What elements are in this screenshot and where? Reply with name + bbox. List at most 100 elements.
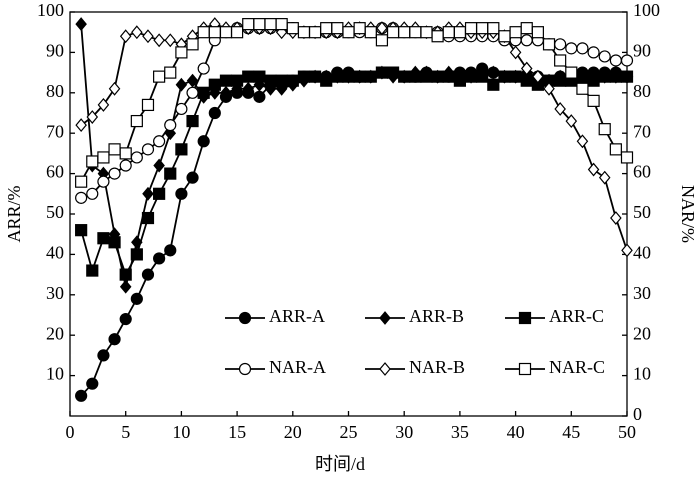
point: [108, 333, 121, 346]
x-tick-label: 30: [395, 422, 413, 442]
point: [610, 211, 622, 225]
point: [141, 143, 155, 156]
point: [197, 135, 210, 148]
legend-marker: [379, 311, 391, 325]
y-axis-label: ARR/%: [4, 185, 24, 242]
legend-label: NAR-C: [549, 357, 605, 377]
legend-label: ARR-A: [269, 306, 325, 326]
x-tick-label: 0: [66, 422, 75, 442]
point: [565, 114, 578, 129]
point: [487, 65, 500, 80]
point: [431, 30, 444, 43]
point: [275, 74, 288, 87]
point: [353, 70, 366, 83]
point: [153, 70, 166, 83]
point: [609, 70, 622, 83]
point: [620, 70, 634, 83]
point: [554, 38, 567, 51]
x-tick-label: 35: [451, 422, 469, 442]
point: [186, 38, 199, 51]
point: [386, 66, 400, 79]
point: [141, 211, 155, 225]
point: [598, 170, 611, 185]
point: [131, 25, 143, 40]
point: [253, 70, 266, 83]
y-tick-label: 30: [46, 283, 64, 303]
point: [119, 279, 132, 294]
point: [364, 70, 377, 83]
point: [186, 171, 199, 184]
x-tick-label: 25: [340, 422, 358, 442]
point: [242, 70, 255, 83]
point: [509, 70, 522, 83]
point: [141, 268, 155, 281]
point: [420, 70, 433, 83]
point: [520, 34, 533, 47]
point: [197, 62, 210, 75]
point: [242, 18, 255, 31]
point: [131, 235, 143, 250]
point: [554, 102, 566, 116]
point: [275, 18, 288, 31]
point: [86, 187, 99, 200]
point: [520, 22, 533, 35]
point: [197, 26, 210, 39]
point: [587, 46, 600, 59]
point: [186, 73, 199, 88]
point: [609, 143, 622, 156]
point: [476, 22, 489, 35]
point: [376, 21, 388, 36]
point: [153, 158, 165, 173]
legend-marker: [379, 362, 391, 376]
point: [320, 22, 333, 35]
point: [353, 22, 366, 35]
point: [130, 114, 143, 128]
point: [108, 143, 121, 156]
y2-tick-label: 90: [633, 41, 651, 61]
point: [75, 191, 88, 204]
legend-label: ARR-B: [409, 306, 464, 326]
point: [554, 74, 567, 87]
point: [598, 70, 611, 83]
point: [197, 86, 210, 99]
point: [75, 224, 88, 237]
point: [464, 70, 478, 83]
y2-tick-label: 10: [633, 364, 651, 384]
point: [464, 22, 478, 35]
point: [108, 167, 121, 180]
x-tick-label: 45: [562, 422, 580, 442]
point: [175, 77, 188, 92]
point: [175, 187, 188, 200]
point: [565, 42, 578, 55]
legend-marker: [518, 311, 532, 325]
point: [331, 22, 344, 35]
point: [86, 155, 99, 168]
point: [331, 70, 344, 83]
point: [286, 74, 299, 87]
point: [130, 292, 143, 305]
x-tick-label: 10: [172, 422, 190, 442]
point: [565, 66, 578, 79]
series-line: [80, 27, 627, 199]
point: [97, 232, 110, 245]
point: [542, 38, 556, 51]
point: [308, 26, 322, 39]
point: [509, 26, 522, 39]
point: [420, 26, 433, 39]
point: [119, 268, 132, 281]
point: [509, 45, 522, 60]
point: [164, 167, 177, 180]
point: [297, 26, 311, 39]
y-tick-label: 70: [46, 121, 64, 141]
y-tick-label: 90: [46, 41, 64, 61]
y-tick-label: 50: [46, 202, 64, 222]
point: [97, 349, 110, 362]
point: [297, 70, 311, 83]
point: [108, 81, 121, 96]
point: [431, 70, 444, 83]
x-tick-label: 50: [618, 422, 636, 442]
point: [476, 70, 489, 83]
point: [253, 90, 266, 103]
